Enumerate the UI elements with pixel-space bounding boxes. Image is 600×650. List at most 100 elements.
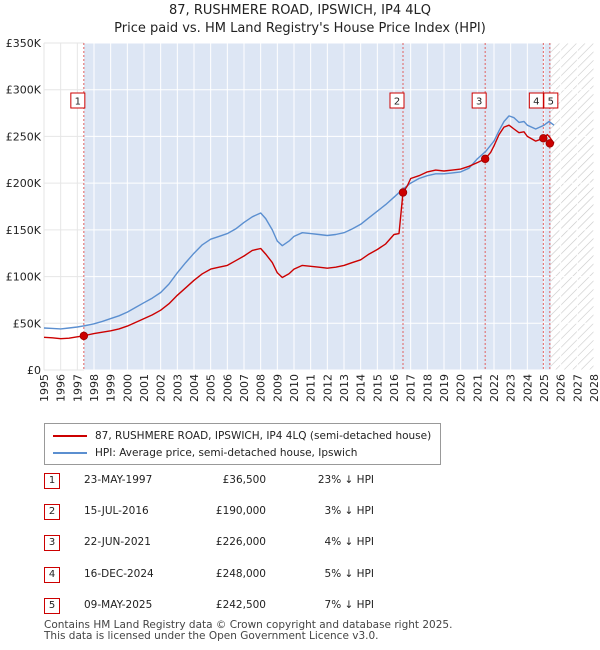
sale-marker-badge: 2 [44,504,60,520]
sale-marker-badge: 5 [44,598,60,614]
sale-date: 16-DEC-2024 [84,568,154,580]
sale-row: 2 15-JUL-2016 £190,000 3% ↓ HPI [44,502,444,522]
x-tick-label: 2025 [538,374,551,402]
sale-point [480,154,490,164]
sale-row: 1 23-MAY-1997 £36,500 23% ↓ HPI [44,471,444,491]
legend-item-hpi: HPI: Average price, semi-detached house,… [53,445,357,461]
legend-swatch-hpi [53,452,87,454]
sale-label-number: 5 [548,97,554,108]
x-tick-label: 2023 [505,374,518,402]
sale-price: £242,500 [215,599,266,611]
sale-label-number: 1 [75,97,81,108]
sale-marker-badge: 1 [44,473,60,489]
x-tick-label: 2027 [571,374,584,402]
sale-hpi-diff: 5% ↓ HPI [324,568,374,580]
x-tick-label: 2026 [555,374,568,402]
series-line-hpi [43,115,555,330]
legend-item-price: 87, RUSHMERE ROAD, IPSWICH, IP4 4LQ (sem… [53,428,431,444]
x-tick-label: 1995 [38,374,51,402]
sale-label-frame [543,92,559,109]
x-tick-label: 2005 [205,374,218,402]
x-tick-label: 2017 [405,374,418,402]
x-tick-label: 2016 [388,374,401,402]
x-tick-label: 2019 [438,374,451,402]
x-tick-label: 2020 [455,374,468,402]
x-tick-label: 2024 [521,374,534,402]
sale-label-box: 4 [528,92,544,109]
x-tick-label: 2006 [221,374,234,402]
sale-price: £190,000 [215,505,266,517]
sale-marker-badge: 3 [44,535,60,551]
sale-label-box: 2 [389,92,405,109]
sale-row: 3 22-JUN-2021 £226,000 4% ↓ HPI [44,533,444,553]
sale-hpi-diff: 7% ↓ HPI [324,599,374,611]
chart-title-address: 87, RUSHMERE ROAD, IPSWICH, IP4 4LQ [169,3,431,18]
sale-label-box: 3 [471,92,487,109]
sale-point [79,331,89,341]
price-chart: 1 2 3 4 5 £0 £50K £100K £150K £200K £250K £300K £350… [6,37,600,402]
sale-row: 5 09-MAY-2025 £242,500 7% ↓ HPI [44,596,444,616]
x-tick-label: 2010 [288,374,301,402]
y-tick-label: £0 [27,364,41,377]
x-tick-label: 1999 [105,374,118,402]
sale-date: 15-JUL-2016 [84,505,149,517]
sale-price: £248,000 [215,568,266,580]
sale-label-box: 1 [70,92,86,109]
x-tick-label: 2002 [155,374,168,402]
footer: Contains HM Land Registry data © Crown c… [44,620,452,642]
y-tick-label: £50K [13,317,42,330]
legend-label-price: 87, RUSHMERE ROAD, IPSWICH, IP4 4LQ (sem… [95,430,432,442]
x-tick-label: 2012 [321,374,334,402]
x-tick-label: 2028 [588,374,600,402]
sale-point [545,139,555,148]
x-tick-label: 2000 [121,374,134,402]
sale-point [398,188,408,197]
x-tick-label: 2014 [355,374,368,402]
sale-price: £36,500 [222,474,266,486]
x-tick-label: 2007 [238,374,251,402]
x-tick-label: 2003 [171,374,184,402]
x-tick-label: 2013 [338,374,351,402]
future-hatch [550,43,594,370]
sale-marker-badge: 4 [44,567,60,583]
sale-label-frame [389,92,405,109]
sale-label-frame [70,92,86,109]
sale-row: 4 16-DEC-2024 £248,000 5% ↓ HPI [44,565,444,585]
x-tick-label: 2008 [255,374,268,402]
y-tick-label: £350K [6,37,42,50]
x-tick-label: 2018 [421,374,434,402]
sale-point [539,134,548,143]
y-tick-label: £200K [6,177,42,190]
sale-date: 22-JUN-2021 [84,536,151,548]
x-tick-label: 1996 [55,374,68,402]
sale-hpi-diff: 23% ↓ HPI [317,474,374,486]
ownership-band [84,43,551,370]
sale-label-number: 4 [533,97,539,108]
x-tick-label: 1997 [71,374,84,402]
y-tick-label: £300K [6,84,42,97]
x-tick-label: 2015 [371,374,384,402]
x-tick-label: 2009 [271,374,284,402]
x-tick-label: 2004 [188,374,201,402]
x-tick-label: 2011 [305,374,318,402]
footer-licence: This data is licensed under the Open Gov… [44,630,379,642]
x-tick-label: 1998 [88,374,101,402]
sale-price: £226,000 [215,536,266,548]
y-tick-label: £100K [6,271,42,284]
sale-label-number: 3 [476,97,482,108]
series-line-price [43,124,555,340]
sale-hpi-diff: 3% ↓ HPI [324,505,374,517]
y-tick-label: £250K [6,130,42,143]
x-tick-label: 2021 [471,374,484,402]
x-tick-label: 2001 [138,374,151,402]
chart-subtitle: Price paid vs. HM Land Registry's House … [114,21,486,36]
sale-label-number: 2 [394,97,400,108]
sale-label-frame [471,92,487,109]
sale-hpi-diff: 4% ↓ HPI [324,536,374,548]
legend-swatch-price [53,435,87,437]
legend-label-hpi: HPI: Average price, semi-detached house,… [95,447,358,459]
sale-label-box: 5 [543,92,559,109]
y-tick-label: £150K [6,224,42,237]
x-tick-label: 2022 [488,374,501,402]
sale-date: 09-MAY-2025 [84,599,153,611]
